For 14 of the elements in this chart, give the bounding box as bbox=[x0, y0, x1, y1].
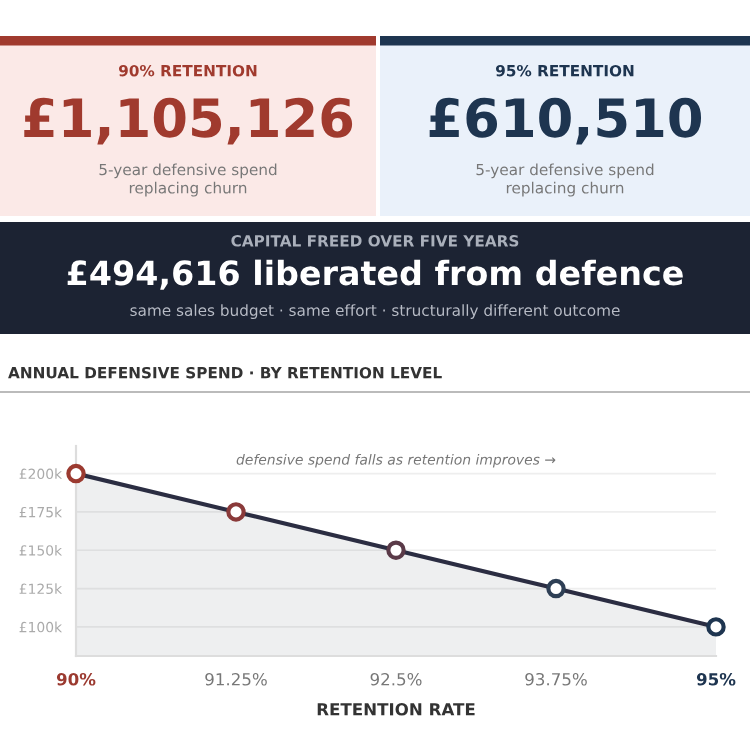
x-tick-label: 95% bbox=[696, 672, 736, 686]
point bbox=[546, 578, 566, 599]
point bbox=[706, 617, 726, 637]
point bbox=[226, 502, 246, 522]
point bbox=[386, 540, 406, 560]
text: £610,510 bbox=[429, 97, 702, 145]
text: £1,105,126 bbox=[24, 97, 353, 145]
point bbox=[66, 463, 86, 484]
x-tick-label: 90% bbox=[56, 672, 96, 686]
text: £494,616 liberated from defence bbox=[67, 259, 683, 290]
x-tick-label: 91.25% bbox=[205, 672, 267, 686]
x-axis-title: RETENTION RATE bbox=[317, 702, 475, 716]
x-tick-label: 92.5% bbox=[370, 672, 422, 686]
x-tick-label: 93.75% bbox=[525, 672, 587, 686]
